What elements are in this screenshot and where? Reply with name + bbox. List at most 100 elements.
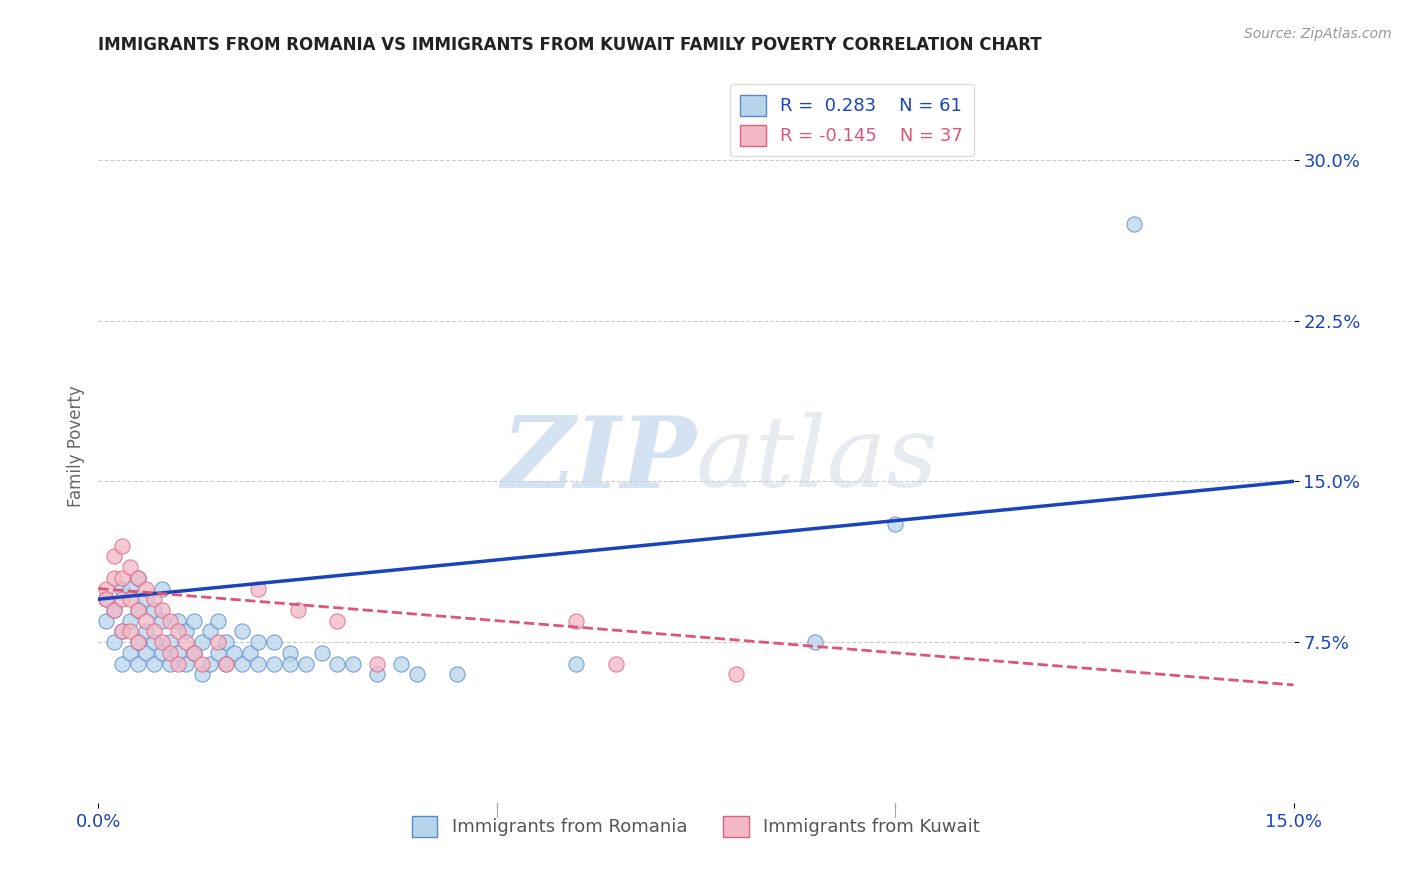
Point xyxy=(366,667,388,681)
Point xyxy=(143,592,166,607)
Point xyxy=(120,560,142,574)
Point xyxy=(120,592,142,607)
Point xyxy=(127,571,149,585)
Point xyxy=(127,571,149,585)
Point xyxy=(120,646,142,660)
Point xyxy=(183,614,205,628)
Point xyxy=(565,614,588,628)
Point xyxy=(183,646,205,660)
Point xyxy=(120,614,142,628)
Point xyxy=(263,635,285,649)
Point xyxy=(804,635,827,649)
Point xyxy=(159,635,181,649)
Point xyxy=(111,657,134,671)
Point xyxy=(222,646,245,660)
Point xyxy=(342,657,364,671)
Point xyxy=(1123,217,1146,231)
Point xyxy=(198,624,221,639)
Point xyxy=(311,646,333,660)
Point xyxy=(150,582,173,596)
Point xyxy=(120,624,142,639)
Point xyxy=(167,646,190,660)
Point xyxy=(127,657,149,671)
Point xyxy=(263,657,285,671)
Legend: Immigrants from Romania, Immigrants from Kuwait: Immigrants from Romania, Immigrants from… xyxy=(405,808,987,844)
Point xyxy=(96,582,118,596)
Point xyxy=(167,624,190,639)
Point xyxy=(246,582,269,596)
Point xyxy=(150,635,173,649)
Point xyxy=(96,592,118,607)
Point xyxy=(159,646,181,660)
Point xyxy=(143,603,166,617)
Point xyxy=(605,657,627,671)
Point xyxy=(111,592,134,607)
Point xyxy=(103,571,125,585)
Point xyxy=(207,635,229,649)
Point xyxy=(884,517,907,532)
Point xyxy=(103,603,125,617)
Point xyxy=(127,603,149,617)
Text: ZIP: ZIP xyxy=(501,412,696,508)
Point xyxy=(174,624,197,639)
Point xyxy=(150,603,173,617)
Point xyxy=(724,667,747,681)
Point xyxy=(103,549,125,564)
Point xyxy=(215,657,238,671)
Point xyxy=(96,592,118,607)
Point xyxy=(167,614,190,628)
Point xyxy=(246,635,269,649)
Point xyxy=(111,539,134,553)
Point xyxy=(174,635,197,649)
Text: atlas: atlas xyxy=(696,413,939,508)
Point xyxy=(326,614,349,628)
Point xyxy=(159,657,181,671)
Point xyxy=(389,657,412,671)
Point xyxy=(207,646,229,660)
Point xyxy=(150,646,173,660)
Point xyxy=(246,657,269,671)
Point xyxy=(120,582,142,596)
Point xyxy=(191,657,214,671)
Point xyxy=(135,646,157,660)
Point xyxy=(366,657,388,671)
Point xyxy=(127,635,149,649)
Point xyxy=(215,657,238,671)
Point xyxy=(111,624,134,639)
Point xyxy=(103,635,125,649)
Point xyxy=(231,624,253,639)
Point xyxy=(278,657,301,671)
Point xyxy=(287,603,309,617)
Point xyxy=(191,635,214,649)
Point xyxy=(159,614,181,628)
Point xyxy=(174,657,197,671)
Point xyxy=(231,657,253,671)
Point xyxy=(406,667,429,681)
Point xyxy=(135,614,157,628)
Point xyxy=(215,635,238,649)
Point xyxy=(111,582,134,596)
Point xyxy=(239,646,262,660)
Point xyxy=(565,657,588,671)
Point xyxy=(143,657,166,671)
Point xyxy=(143,635,166,649)
Point xyxy=(326,657,349,671)
Point xyxy=(183,646,205,660)
Point xyxy=(167,657,190,671)
Point xyxy=(111,571,134,585)
Y-axis label: Family Poverty: Family Poverty xyxy=(66,385,84,507)
Point xyxy=(150,614,173,628)
Point xyxy=(111,624,134,639)
Point xyxy=(191,667,214,681)
Point xyxy=(198,657,221,671)
Point xyxy=(127,635,149,649)
Text: Source: ZipAtlas.com: Source: ZipAtlas.com xyxy=(1244,27,1392,41)
Point xyxy=(135,582,157,596)
Point xyxy=(96,614,118,628)
Point xyxy=(446,667,468,681)
Point xyxy=(294,657,316,671)
Point xyxy=(127,603,149,617)
Text: IMMIGRANTS FROM ROMANIA VS IMMIGRANTS FROM KUWAIT FAMILY POVERTY CORRELATION CHA: IMMIGRANTS FROM ROMANIA VS IMMIGRANTS FR… xyxy=(98,36,1042,54)
Point xyxy=(135,624,157,639)
Point xyxy=(207,614,229,628)
